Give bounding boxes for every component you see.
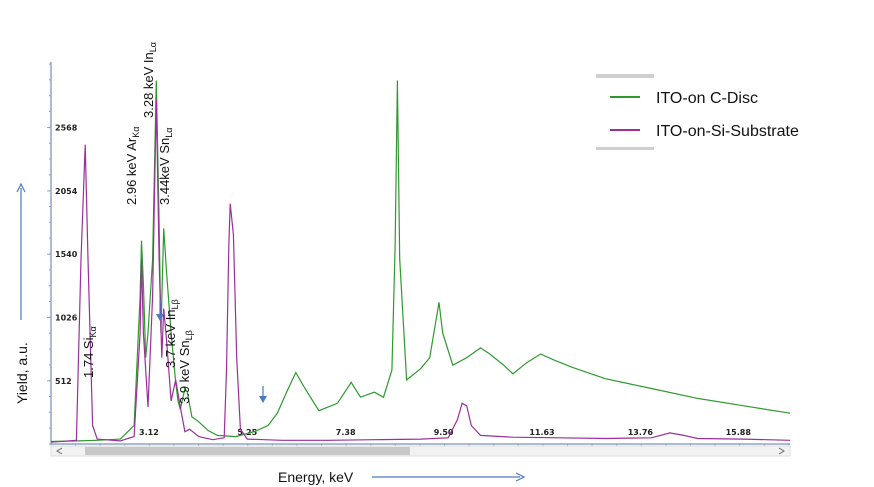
annotation-ar-k-alpha: 2.96 keV ArKα — [124, 127, 141, 205]
annotation-in-l-alpha: 3.28 keV InLα — [141, 42, 158, 118]
scrollbar-right-arrow-icon[interactable] — [778, 447, 785, 455]
scrollbar-left-arrow-icon[interactable] — [56, 447, 63, 455]
y-axis-arrow-head — [16, 182, 26, 193]
annotation-si-k-alpha: 1.74 SiKα — [81, 326, 98, 378]
x-axis-arrow-head — [515, 472, 526, 482]
scrollbar-thumb[interactable] — [85, 447, 410, 455]
arrow-head-c-disc — [259, 396, 267, 403]
annotation-sn-l-beta: 3.9 keV SnLβ — [177, 330, 194, 404]
scrollbar-track[interactable] — [50, 445, 791, 457]
annotations: 1.74 SiKα 2.96 keV ArKα 3.28 keV InLα 3.… — [81, 42, 267, 404]
annotation-in-l-beta: 3.7 keV InLβ — [163, 299, 180, 368]
series-line-ito-on-si-substrate — [50, 98, 791, 443]
x-tick-label: 13.76 — [628, 428, 654, 437]
x-tick-label: 3.12 — [139, 428, 159, 437]
arrow-head-in-l-beta — [156, 314, 164, 321]
y-tick-label: 2054 — [55, 187, 78, 196]
x-tick-label: 11.63 — [529, 428, 554, 437]
legend-bottom-bar — [596, 147, 654, 150]
x-axis-title: Energy, keV — [278, 469, 354, 485]
legend-label-c-disc: ITO-on C-Disc — [656, 90, 758, 107]
x-tick-label: 5.25 — [237, 428, 257, 437]
x-tick-label: 7.38 — [336, 428, 356, 437]
y-axis-ticks: 512 1026 1540 2054 2568 — [47, 63, 78, 445]
legend: ITO-on C-Disc ITO-on-Si-Substrate — [596, 74, 799, 150]
y-tick-label: 1026 — [55, 314, 78, 323]
y-tick-label: 1540 — [55, 250, 78, 259]
y-tick-label: 512 — [55, 377, 72, 386]
annotation-sn-l-alpha: 3.44keV SnLα — [157, 128, 174, 205]
y-axis-title: Yield, a.u. — [14, 342, 30, 404]
x-tick-label: 9.50 — [434, 428, 454, 437]
horizontal-scrollbar[interactable] — [50, 445, 791, 457]
x-tick-label: 15.88 — [726, 428, 752, 437]
legend-label-si-substrate: ITO-on-Si-Substrate — [656, 123, 799, 140]
legend-top-bar — [596, 74, 654, 78]
y-tick-label: 2568 — [55, 124, 78, 133]
